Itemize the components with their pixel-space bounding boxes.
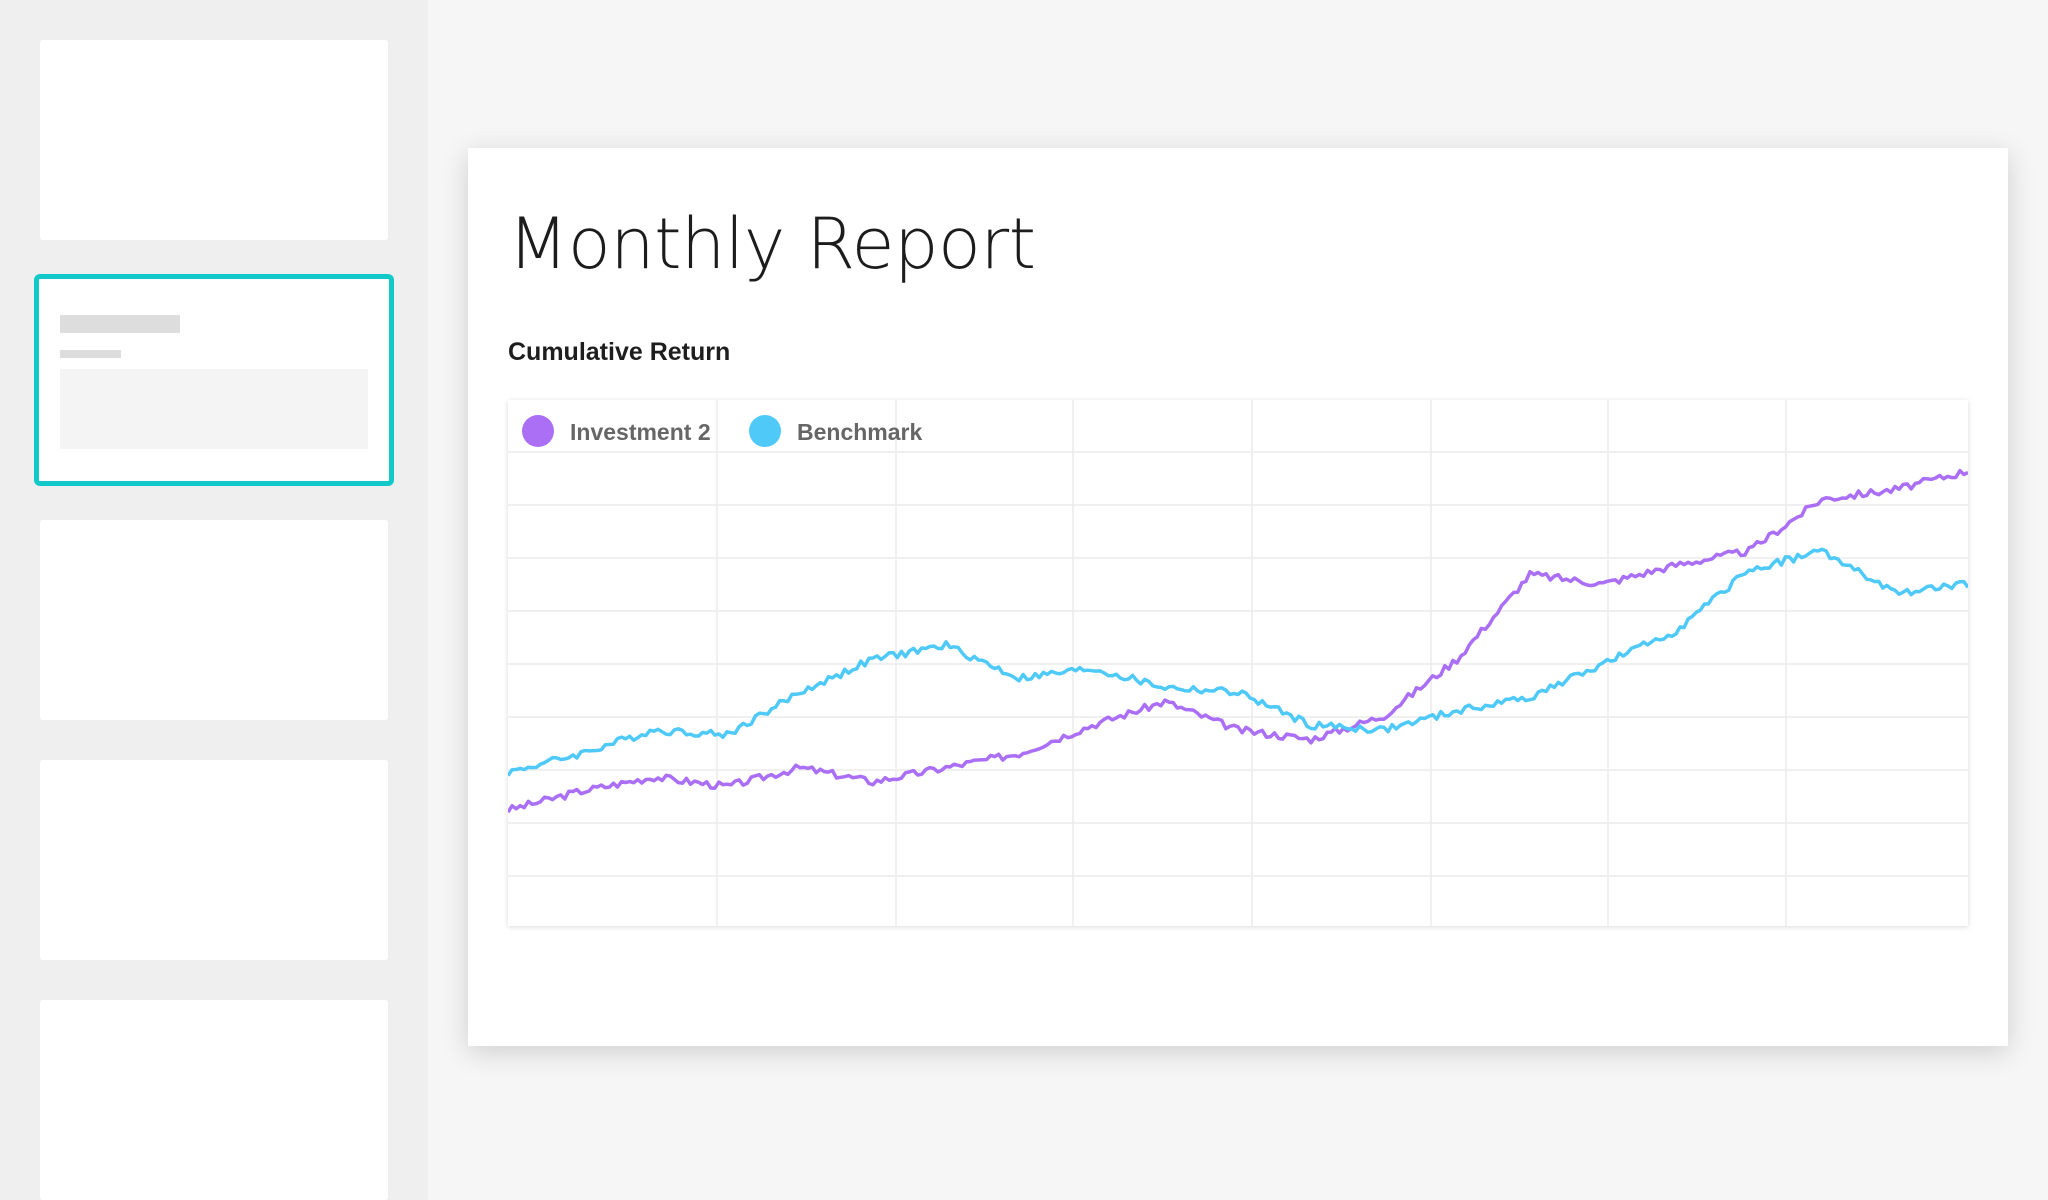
thumbnail-subtitle-placeholder	[60, 350, 121, 358]
cumulative-return-chart[interactable]: Investment 2 Benchmark	[508, 400, 1968, 926]
series-line-investment-2	[508, 468, 1968, 814]
slide-thumbnail-2-selected[interactable]	[34, 274, 394, 486]
thumbnail-chart-placeholder	[60, 369, 368, 449]
page-title: Monthly Report	[508, 203, 1036, 285]
slide-thumbnail-3[interactable]	[40, 520, 388, 720]
series-line-benchmark	[508, 547, 1968, 777]
chart-svg: Investment 2 Benchmark	[508, 400, 1968, 926]
legend-marker	[522, 415, 554, 447]
chart-series-layer	[508, 468, 1968, 814]
thumbnail-title-placeholder	[60, 315, 180, 333]
slide-thumbnail-4[interactable]	[40, 760, 388, 960]
legend-label: Benchmark	[797, 419, 922, 445]
slide-thumbnail-5[interactable]	[40, 1000, 388, 1200]
legend-marker	[749, 415, 781, 447]
chart-grid	[508, 400, 1968, 926]
legend-label: Investment 2	[570, 419, 711, 445]
chart-heading: Cumulative Return	[508, 338, 731, 366]
report-slide[interactable]: Monthly Report Cumulative Return Investm…	[468, 148, 2008, 1046]
slide-thumbnail-1[interactable]	[40, 40, 388, 240]
slide-thumbnail-sidebar	[0, 0, 428, 1200]
chart-legend: Investment 2 Benchmark	[522, 415, 922, 447]
